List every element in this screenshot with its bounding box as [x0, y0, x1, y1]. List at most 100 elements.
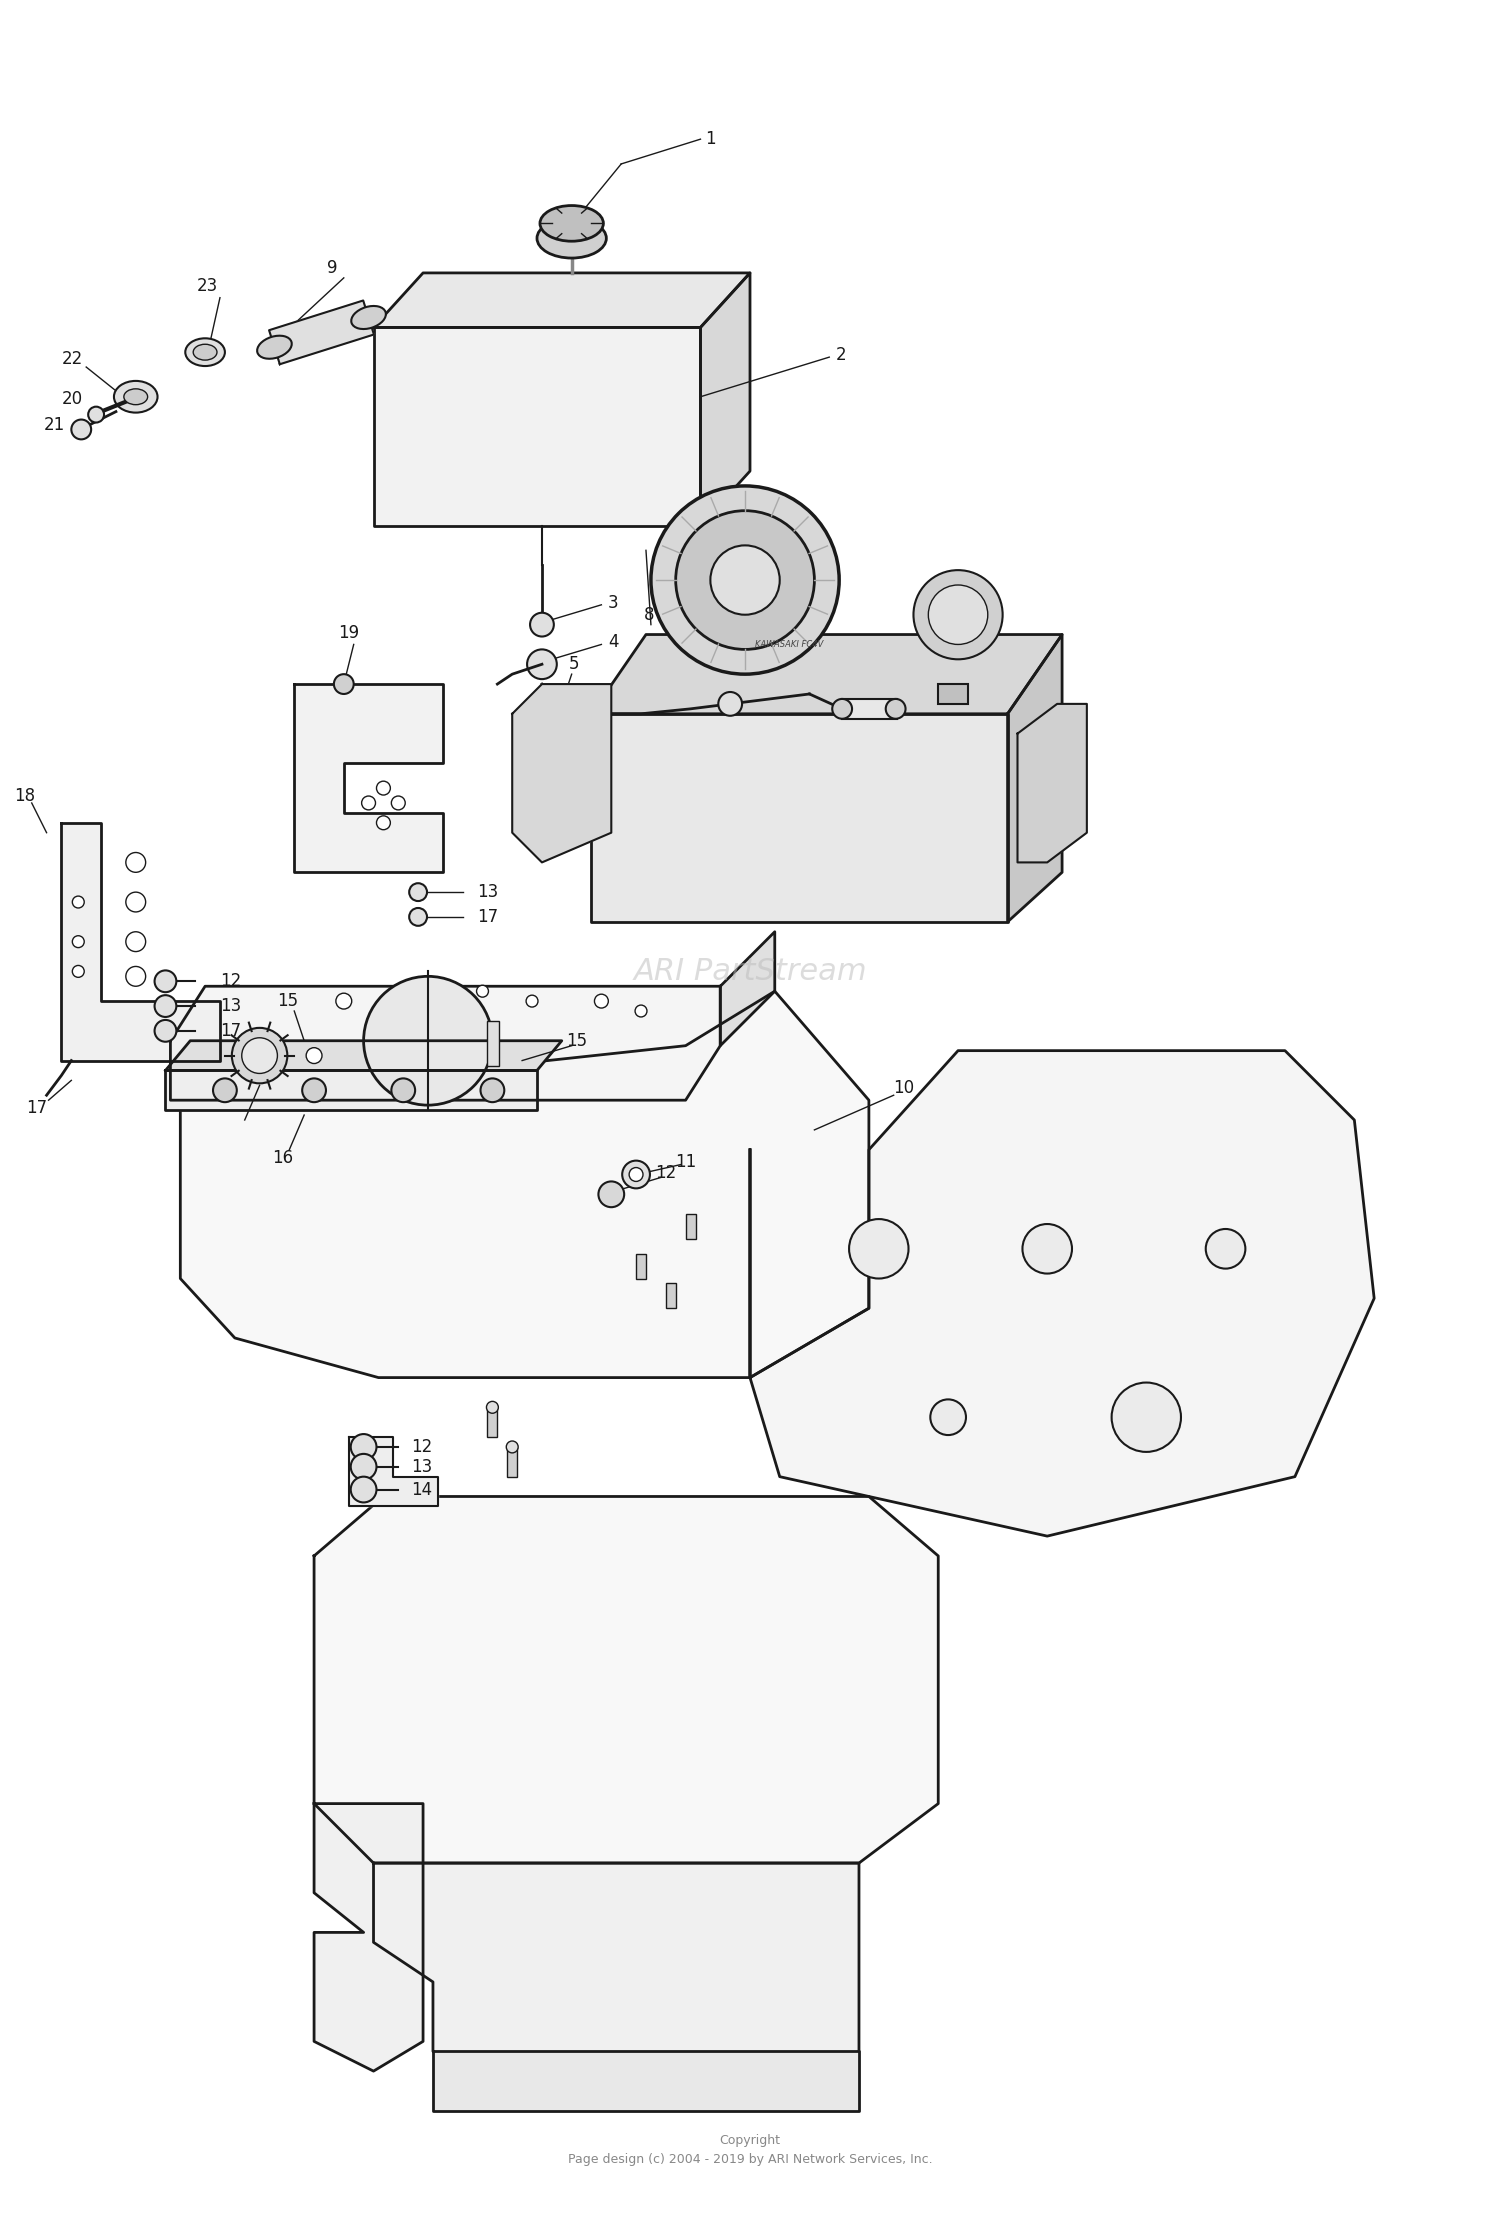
Polygon shape — [720, 932, 776, 1046]
Circle shape — [530, 614, 554, 636]
Circle shape — [302, 1077, 326, 1102]
Text: 16: 16 — [272, 1149, 292, 1167]
Circle shape — [154, 995, 177, 1017]
Text: 5: 5 — [783, 650, 794, 668]
Circle shape — [72, 965, 84, 977]
Text: 2: 2 — [836, 347, 846, 365]
Polygon shape — [1017, 703, 1088, 862]
Polygon shape — [1008, 634, 1062, 923]
Circle shape — [1206, 1230, 1245, 1268]
Ellipse shape — [256, 336, 292, 358]
Text: 10: 10 — [892, 1080, 914, 1098]
Polygon shape — [165, 1042, 562, 1071]
Bar — [636, 1254, 646, 1279]
Polygon shape — [348, 1438, 438, 1505]
Bar — [488, 1407, 498, 1438]
Circle shape — [410, 883, 428, 900]
Circle shape — [526, 995, 538, 1008]
Circle shape — [480, 1077, 504, 1102]
Polygon shape — [591, 715, 1008, 923]
Circle shape — [392, 795, 405, 811]
Text: 13: 13 — [220, 997, 242, 1015]
Text: 17: 17 — [477, 907, 498, 925]
Circle shape — [306, 1048, 322, 1064]
Circle shape — [362, 795, 375, 811]
Bar — [488, 1021, 500, 1066]
Circle shape — [336, 992, 351, 1008]
Circle shape — [363, 977, 492, 1104]
Circle shape — [232, 1028, 288, 1084]
Polygon shape — [268, 300, 374, 365]
Circle shape — [126, 965, 146, 986]
Circle shape — [526, 650, 556, 679]
Text: 5: 5 — [568, 656, 579, 674]
Bar — [666, 1284, 675, 1308]
Polygon shape — [750, 1051, 1374, 1537]
Ellipse shape — [114, 381, 158, 412]
Text: 9: 9 — [327, 260, 338, 278]
Circle shape — [718, 692, 742, 717]
Text: 7: 7 — [984, 632, 994, 650]
Bar — [938, 683, 968, 703]
Circle shape — [72, 896, 84, 907]
Circle shape — [88, 408, 104, 423]
Circle shape — [930, 1400, 966, 1436]
Circle shape — [634, 1006, 646, 1017]
Circle shape — [477, 986, 489, 997]
Circle shape — [675, 511, 814, 650]
Text: 15: 15 — [566, 1033, 586, 1051]
Polygon shape — [374, 1864, 860, 2081]
Text: 23: 23 — [196, 278, 217, 296]
Text: 13: 13 — [477, 883, 500, 900]
Circle shape — [410, 907, 428, 925]
Text: 12: 12 — [220, 972, 242, 990]
Bar — [507, 1447, 518, 1476]
Text: 3: 3 — [608, 594, 618, 612]
Circle shape — [928, 585, 988, 645]
Text: 19: 19 — [338, 623, 360, 641]
Circle shape — [507, 1440, 518, 1454]
Text: 12: 12 — [411, 1438, 432, 1456]
Circle shape — [126, 853, 146, 871]
Text: 21: 21 — [44, 414, 64, 435]
Circle shape — [334, 674, 354, 694]
Polygon shape — [314, 1803, 423, 2072]
Circle shape — [628, 1167, 644, 1180]
Polygon shape — [700, 273, 750, 526]
Text: 20: 20 — [62, 390, 82, 408]
Circle shape — [711, 544, 780, 614]
Circle shape — [154, 1019, 177, 1042]
Circle shape — [376, 782, 390, 795]
Text: Copyright
Page design (c) 2004 - 2019 by ARI Network Services, Inc.: Copyright Page design (c) 2004 - 2019 by… — [567, 2135, 933, 2166]
Polygon shape — [165, 1071, 537, 1111]
Polygon shape — [433, 2052, 859, 2110]
Polygon shape — [314, 1496, 938, 1864]
Text: KAWASAKI FC4V: KAWASAKI FC4V — [756, 641, 824, 650]
Circle shape — [1112, 1382, 1180, 1452]
Circle shape — [849, 1219, 909, 1279]
Text: 1: 1 — [705, 130, 716, 148]
Circle shape — [1023, 1223, 1072, 1275]
Text: 15: 15 — [278, 992, 298, 1010]
Circle shape — [213, 1077, 237, 1102]
Ellipse shape — [540, 206, 603, 242]
Circle shape — [914, 571, 1002, 659]
Text: 11: 11 — [675, 1154, 696, 1172]
Text: 13: 13 — [411, 1458, 432, 1476]
Circle shape — [72, 419, 92, 439]
Circle shape — [72, 936, 84, 948]
Text: 22: 22 — [62, 349, 82, 367]
Circle shape — [154, 970, 177, 992]
Ellipse shape — [351, 307, 386, 329]
Circle shape — [351, 1476, 376, 1503]
Text: 14: 14 — [411, 1481, 432, 1499]
Text: HOT: HOT — [540, 753, 564, 764]
Ellipse shape — [833, 699, 852, 719]
Circle shape — [126, 932, 146, 952]
Ellipse shape — [186, 338, 225, 365]
Text: 18: 18 — [13, 786, 36, 804]
Circle shape — [351, 1454, 376, 1481]
Text: ARI PartStream: ARI PartStream — [633, 956, 867, 986]
Ellipse shape — [537, 220, 606, 258]
Circle shape — [598, 1180, 624, 1207]
